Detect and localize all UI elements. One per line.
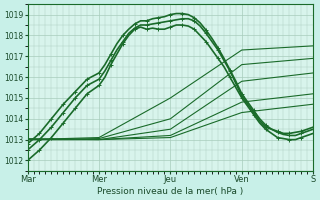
X-axis label: Pression niveau de la mer( hPa ): Pression niveau de la mer( hPa ) [97,187,244,196]
